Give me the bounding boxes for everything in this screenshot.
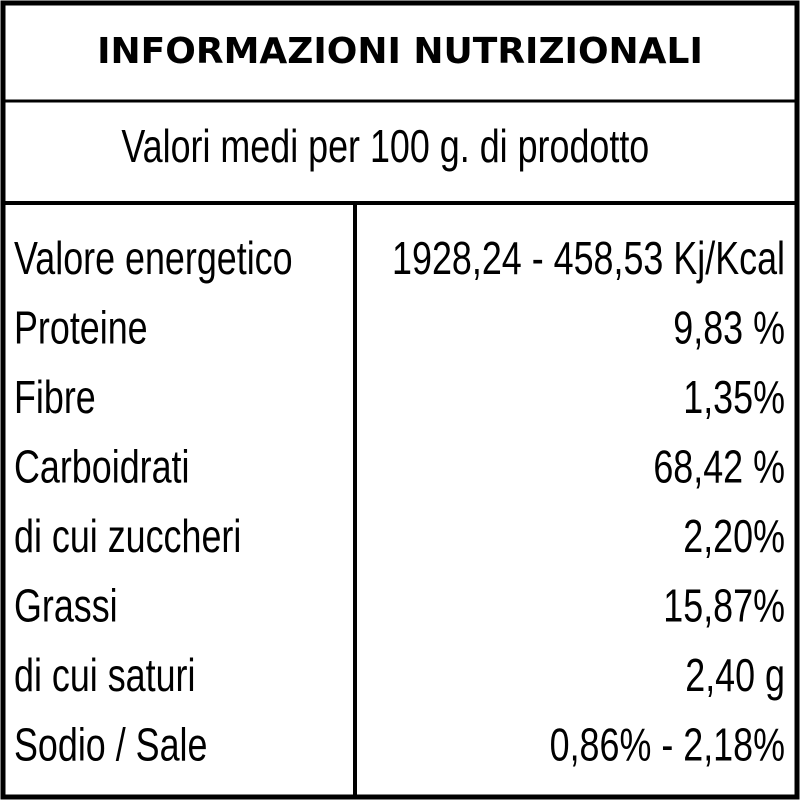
subtitle: Valori medi per 100 g. di prodotto: [121, 121, 649, 172]
row-label: Fibre: [14, 372, 96, 423]
row-value: 15,87%: [663, 580, 785, 631]
row-value: 2,20%: [683, 511, 785, 562]
title: INFORMAZIONI NUTRIZIONALI: [97, 31, 703, 72]
row-label: di cui saturi: [14, 650, 195, 701]
row-label: Grassi: [14, 580, 118, 631]
condensed-text: Valori medi per 100 g. di prodotto Valor…: [14, 121, 785, 771]
row-label: Sodio / Sale: [14, 719, 207, 770]
row-value: 1,35%: [683, 372, 785, 423]
row-label: Valore energetico: [14, 233, 293, 284]
row-value: 0,86% - 2,18%: [550, 719, 785, 770]
row-label: Proteine: [14, 302, 148, 353]
row-value: 9,83 %: [673, 302, 785, 353]
row-label: Carboidrati: [14, 441, 189, 492]
row-value: 2,40 g: [685, 650, 785, 701]
row-label: di cui zuccheri: [14, 511, 241, 562]
row-value: 68,42 %: [653, 441, 785, 492]
row-value: 1928,24 - 458,53 Kj/Kcal: [392, 233, 785, 284]
